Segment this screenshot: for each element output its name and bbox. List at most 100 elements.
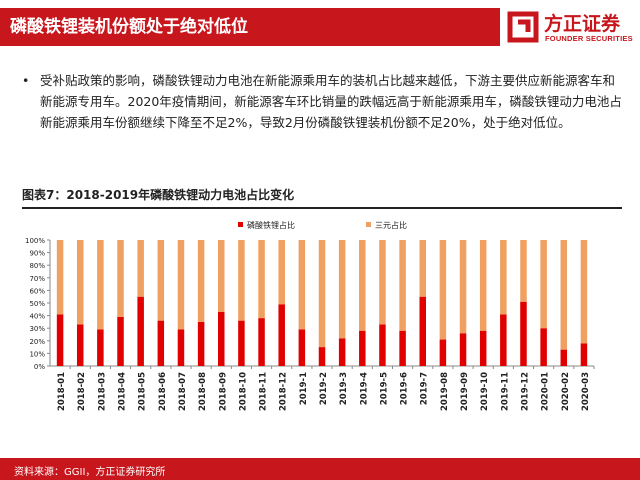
bar-lfp [197,321,205,366]
bar-ternary [560,240,568,350]
y-tick-label: 70% [29,275,45,283]
bar-ternary [399,240,406,331]
logo-name-en: FOUNDER SECURITIES [545,34,633,43]
bar-ternary [439,240,447,340]
x-tick-label: 2019-10 [480,372,490,411]
y-tick-label: 40% [29,313,45,321]
header: 磷酸铁锂装机份额处于绝对低位 方正证券 FOUNDER SECURITIES [0,0,640,56]
bar-ternary [520,240,527,302]
y-tick-label: 50% [29,300,45,308]
y-tick-label: 100% [25,237,45,245]
bar-lfp [56,314,64,366]
x-tick-label: 2019-3 [339,372,349,405]
legend-swatch [238,222,243,227]
title-bar [0,8,500,46]
bar-lfp [157,320,165,366]
bar-lfp [218,311,225,366]
bar-ternary [238,240,245,321]
x-tick-label: 2018-06 [158,372,168,411]
bar-ternary [540,240,547,329]
legend-label: 磷酸铁锂占比 [247,220,295,230]
bar-lfp [97,329,104,366]
founder-logo: 方正证券 FOUNDER SECURITIES [506,6,636,50]
bar-lfp [379,324,386,366]
bar-lfp [479,330,487,366]
y-tick-label: 0% [34,363,45,371]
x-tick-label: 2018-11 [259,372,269,411]
x-tick-label: 2018-09 [218,372,228,411]
bar-ternary [117,240,124,317]
bar-lfp [540,328,547,366]
x-tick-label: 2020-03 [581,372,591,411]
bar-lfp [419,296,426,366]
figure-title: 图表7：2018-2019年磷酸铁锂动力电池占比变化 [22,188,295,202]
y-tick-label: 60% [29,287,45,295]
bar-ternary [218,240,225,312]
y-tick-label: 30% [29,325,45,333]
footer-line [0,458,640,460]
bar-lfp [298,329,306,366]
bar-ternary [137,240,144,297]
legend-label: 三元占比 [375,220,407,230]
bar-lfp [137,296,144,366]
x-tick-label: 2018-10 [238,372,248,411]
bar-lfp [117,316,124,366]
bar-ternary [56,240,64,315]
x-tick-label: 2019-2 [319,372,329,405]
x-tick-label: 2019-7 [420,372,430,405]
legend-swatch [366,222,371,227]
bar-ternary [278,240,285,305]
bar-lfp [580,343,588,366]
bar-lfp [238,320,245,366]
bar-ternary [359,240,366,331]
bullet-text: 受补贴政策的影响，磷酸铁锂动力电池在新能源乘用车的装机占比越来越低，下游主要供应… [40,73,622,130]
bullet-marker: • [22,73,30,88]
bar-ternary [318,240,326,348]
y-tick-label: 10% [29,350,45,358]
stacked-bar-chart: 磷酸铁锂占比 三元占比 0% 10% 20% 30% 40% 50% 60% 70% 80% 90% 1… [25,220,595,411]
bar-ternary [338,240,346,339]
x-tick-label: 2018-04 [118,372,128,411]
logo-name-cn: 方正证券 [544,13,621,35]
x-tick-label: 2019-08 [440,372,450,411]
bar-lfp [318,347,326,366]
bar-ternary [177,240,185,330]
x-tick-label: 2019-11 [500,372,510,411]
x-tick-label: 2018-01 [57,372,67,411]
x-tick-label: 2018-02 [77,372,87,411]
source-note: 资料来源：GGII，方正证券研究所 [14,467,166,478]
bar-lfp [258,318,265,366]
bar-lfp [399,330,406,366]
bar-ternary [479,240,487,331]
x-tick-label: 2018-05 [138,372,148,411]
x-tick-label: 2019-09 [460,372,470,411]
bar-ternary [197,240,205,322]
x-tick-label: 2019-5 [379,372,389,405]
x-tick-label: 2020-01 [541,372,551,411]
bar-lfp [439,339,447,366]
bar-ternary [580,240,588,344]
bar-ternary [459,240,467,334]
footer: 资料来源：GGII，方正证券研究所 [0,460,640,480]
figure-title-rule [22,207,622,209]
x-tick-label: 2018-08 [198,372,208,411]
bar-ternary [419,240,426,297]
y-tick-label: 90% [29,250,45,258]
x-tick-label: 2019-4 [359,372,369,405]
bar-lfp [76,324,84,366]
bar-lfp [459,333,467,366]
y-tick-label: 20% [29,338,45,346]
bar-lfp [338,338,346,366]
bar-ternary [500,240,507,315]
bar-ternary [258,240,265,319]
bar-lfp [560,349,568,366]
bar-ternary [76,240,84,325]
bar-lfp [177,329,185,366]
bar-lfp [520,301,527,366]
x-tick-label: 2019-6 [400,372,410,405]
bar-ternary [97,240,104,330]
x-tick-label: 2018-12 [279,372,289,411]
x-tick-label: 2018-03 [97,372,107,411]
bar-ternary [157,240,165,321]
bar-ternary [379,240,386,325]
